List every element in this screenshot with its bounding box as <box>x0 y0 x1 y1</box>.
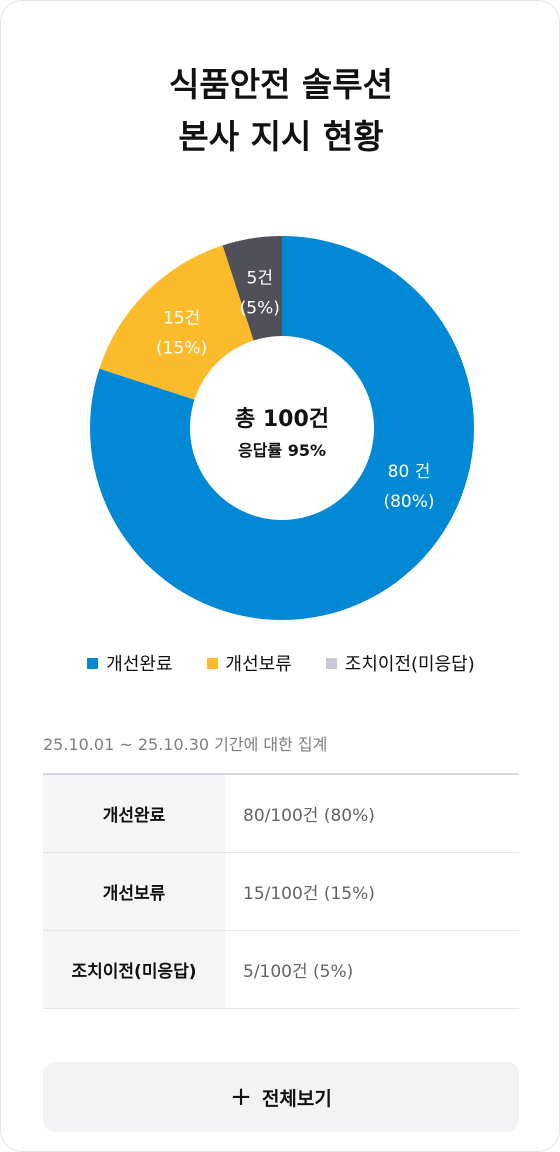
legend-swatch-improved <box>87 657 99 669</box>
donut-center-total: 총 100건 <box>235 407 329 432</box>
row-value: 15/100건 (15%) <box>243 884 375 904</box>
row-label: 개선보류 <box>43 853 225 930</box>
legend-label-improved: 개선완료 <box>106 654 173 675</box>
slice-count-label: 15건 <box>163 309 200 329</box>
row-value: 5/100건 (5%) <box>243 962 354 982</box>
period-caption: 25.10.01 ~ 25.10.30 기간에 대한 집계 <box>43 735 328 754</box>
legend-item-improved: 개선완료 <box>87 650 173 676</box>
table-row: 개선완료 80/100건 (80%) <box>43 775 519 853</box>
slice-label-improved: 80 건 (80%) <box>383 462 434 512</box>
slice-count-label: 80 건 <box>388 462 431 482</box>
title-line-1: 식품안전 솔루션 <box>168 65 393 104</box>
legend-item-no-response: 조치이전(미응답) <box>325 650 475 676</box>
legend-label-no-response: 조치이전(미응답) <box>344 654 475 675</box>
legend-swatch-no-response <box>325 657 337 669</box>
view-all-button[interactable]: + 전체보기 <box>43 1062 519 1132</box>
slice-percent-label: (15%) <box>156 339 207 359</box>
slice-label-no-response: 5건 (5%) <box>240 269 280 319</box>
slice-count-label: 5건 <box>247 269 273 289</box>
table-row: 개선보류 15/100건 (15%) <box>43 853 519 931</box>
page-title: 식품안전 솔루션 본사 지시 현황 <box>1 59 559 163</box>
slice-label-on-hold: 15건 (15%) <box>156 309 207 359</box>
row-label: 조치이전(미응답) <box>43 931 225 1008</box>
table-row: 조치이전(미응답) 5/100건 (5%) <box>43 931 519 1009</box>
legend-swatch-on-hold <box>206 657 218 669</box>
slice-improved <box>89 236 474 620</box>
view-all-label: 전체보기 <box>261 1087 332 1110</box>
slice-percent-label: (5%) <box>240 299 280 319</box>
title-line-2: 본사 지시 현황 <box>178 117 384 156</box>
slice-no-response <box>222 236 282 341</box>
legend-label-on-hold: 개선보류 <box>225 654 292 675</box>
row-value: 80/100건 (80%) <box>243 806 375 826</box>
legend-item-on-hold: 개선보류 <box>206 650 292 676</box>
slice-on-hold <box>99 245 254 400</box>
donut-center-response-rate: 응답률 95% <box>238 441 326 460</box>
plus-icon: + <box>230 1082 252 1112</box>
summary-table: 개선완료 80/100건 (80%) 개선보류 15/100건 (15%) 조치… <box>43 773 519 1009</box>
slice-percent-label: (80%) <box>383 492 434 512</box>
row-label: 개선완료 <box>43 775 225 852</box>
chart-legend: 개선완료 개선보류 조치이전(미응답) <box>1 650 559 676</box>
